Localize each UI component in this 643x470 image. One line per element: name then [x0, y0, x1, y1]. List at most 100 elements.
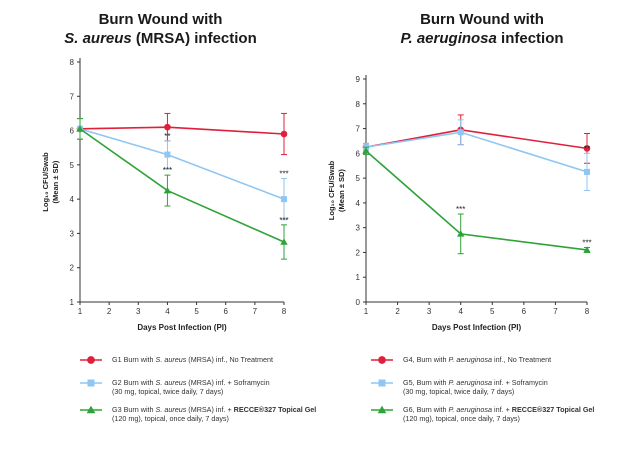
chart-title-organism: S. aureus	[64, 30, 132, 47]
y-axis-label-line2: (Mean ± SD)	[337, 169, 346, 212]
legend-prefix: G2 Burn with	[112, 378, 156, 387]
legend-label-line1: G6, Burn with P. aeruginosa inf. + RECCE…	[403, 405, 643, 414]
legend-label-line1: G1 Burn with S. aureus (MRSA) inf., No T…	[112, 355, 362, 364]
x-tick-label: 3	[427, 307, 432, 316]
data-point	[280, 130, 288, 138]
series-line	[79, 126, 285, 135]
series-line	[365, 128, 588, 150]
legend-prefix: G5, Burn with	[403, 378, 449, 387]
legend-organism: P. aeruginosa	[448, 378, 492, 387]
data-point	[584, 168, 590, 175]
legend-organism: S. aureus	[155, 378, 187, 387]
chart-svg-mrsa: 1 2 3 4 5 6 7 8 1 2 3 4 5 6 7 8 Days Post Infection (PI)…	[41, 58, 289, 332]
data-point	[280, 238, 288, 245]
legend-label-line1: G4, Burn with P. aeruginosa inf., No Tre…	[403, 355, 643, 364]
data-point	[164, 151, 171, 158]
chart-title-line1: Burn Wound with	[98, 11, 223, 28]
x-tick-label: 1	[364, 307, 369, 316]
legend-label-line2: (120 mg), topical, once daily, 7 days)	[403, 414, 520, 423]
legend-symbol	[378, 356, 386, 364]
chart-title-rest: (MRSA) infection	[131, 30, 257, 47]
y-tick-label: 7	[356, 125, 361, 134]
x-axis-label: Days Post Infection (PI)	[432, 323, 522, 332]
series-2: **	[363, 119, 590, 191]
significance-label: ***	[279, 170, 288, 179]
chart-panel-paeruginosa: Burn Wound with P. aeruginosa infection …	[321, 0, 643, 470]
x-tick-label: 4	[165, 307, 170, 316]
x-tick-label: 6	[223, 307, 228, 316]
legend-label: G5, Burn with P. aeruginosa inf. + Sofra…	[403, 378, 643, 396]
y-tick-label: 1	[356, 273, 361, 282]
chart-panel-mrsa: Burn Wound with S. aureus (MRSA) infecti…	[0, 0, 321, 470]
legend-treatment: RECCE®327 Topical Gel	[511, 405, 595, 414]
x-tick-label: 7	[553, 307, 558, 316]
y-tick-label: 7	[70, 92, 75, 101]
series-line	[365, 150, 588, 251]
legend-organism: P. aeruginosa	[448, 405, 492, 414]
x-tick-label: 2	[107, 307, 112, 316]
legend-marker	[80, 405, 102, 414]
legend-label-line2: (120 mg), topical, once daily, 7 days)	[112, 414, 229, 423]
series-3: *** ***	[362, 146, 592, 255]
chart-title-line2: S. aureus (MRSA) infection	[0, 29, 321, 48]
x-tick-label: 2	[395, 307, 400, 316]
legend-marker	[80, 379, 102, 387]
y-tick-label: 2	[70, 264, 75, 273]
legend-prefix: G1 Burn with	[112, 355, 156, 364]
y-tick-label: 5	[70, 161, 75, 170]
legend-suffix: (MRSA) inf. +	[186, 405, 234, 414]
y-tick-label: 4	[356, 199, 361, 208]
y-tick-label: 2	[356, 248, 361, 257]
data-point	[456, 230, 465, 237]
y-tick-label: 1	[70, 298, 75, 307]
chart-title-line2: P. aeruginosa infection	[321, 29, 643, 48]
y-tick-label: 6	[356, 149, 361, 158]
y-axis-label-line1: Log₁₀ CFU/Swab	[41, 152, 50, 212]
y-tick-label: 3	[70, 229, 75, 238]
legend-treatment: RECCE®327 Topical Gel	[233, 405, 317, 414]
y-axis-label-line1: Log₁₀ CFU/Swab	[327, 160, 336, 220]
series-line	[79, 128, 285, 200]
data-point	[164, 123, 171, 131]
series-2: *****	[77, 118, 289, 221]
legend-suffix: inf., No Treatment	[491, 355, 552, 364]
legend-suffix: (MRSA) inf. + Soframycin	[186, 378, 270, 387]
x-axis-label: Days Post Infection (PI)	[137, 323, 227, 332]
x-tick-label: 6	[522, 307, 527, 316]
y-tick-label: 8	[70, 58, 75, 67]
x-tick-label: 1	[78, 307, 83, 316]
legend-label: G6, Burn with P. aeruginosa inf. + RECCE…	[403, 405, 643, 423]
x-tick-label: 3	[136, 307, 141, 316]
y-axis-label-line2: (Mean ± SD)	[51, 160, 60, 203]
legend-label-line2: (30 mg, topical, twice daily, 7 days)	[112, 387, 224, 396]
legend-marker	[371, 379, 393, 387]
legend-label-line1: G5, Burn with P. aeruginosa inf. + Sofra…	[403, 378, 643, 387]
legend-label-line1: G3 Burn with S. aureus (MRSA) inf. + REC…	[112, 405, 362, 414]
chart-title-rest: infection	[496, 30, 564, 47]
x-tick-label: 8	[585, 307, 590, 316]
legend-prefix: G3 Burn with	[112, 405, 156, 414]
legend-suffix: inf. + Soframycin	[491, 378, 548, 387]
chart-title-line1: Burn Wound with	[420, 11, 544, 28]
legend-marker	[371, 405, 393, 414]
legend-label: G4, Burn with P. aeruginosa inf., No Tre…	[403, 355, 643, 364]
legend-organism: S. aureus	[155, 405, 187, 414]
data-point	[76, 125, 84, 132]
legend-symbol	[378, 379, 386, 387]
x-tick-label: 8	[282, 307, 287, 316]
chart-title: Burn Wound with P. aeruginosa infection	[321, 10, 643, 48]
legend-prefix: G4, Burn with	[403, 355, 449, 364]
significance-label: ***	[582, 238, 591, 247]
series-line	[365, 131, 588, 173]
significance-label: ***	[279, 216, 288, 225]
legend-marker	[371, 356, 393, 364]
legend-label-line2: (30 mg, topical, twice daily, 7 days)	[403, 387, 515, 396]
significance-label: **	[164, 132, 170, 141]
y-tick-label: 5	[356, 174, 361, 183]
x-tick-label: 5	[194, 307, 199, 316]
legend-symbol	[87, 356, 95, 364]
data-point	[281, 196, 287, 203]
legend-label-line1: G2 Burn with S. aureus (MRSA) inf. + Sof…	[112, 378, 362, 387]
y-tick-label: 0	[356, 298, 361, 307]
